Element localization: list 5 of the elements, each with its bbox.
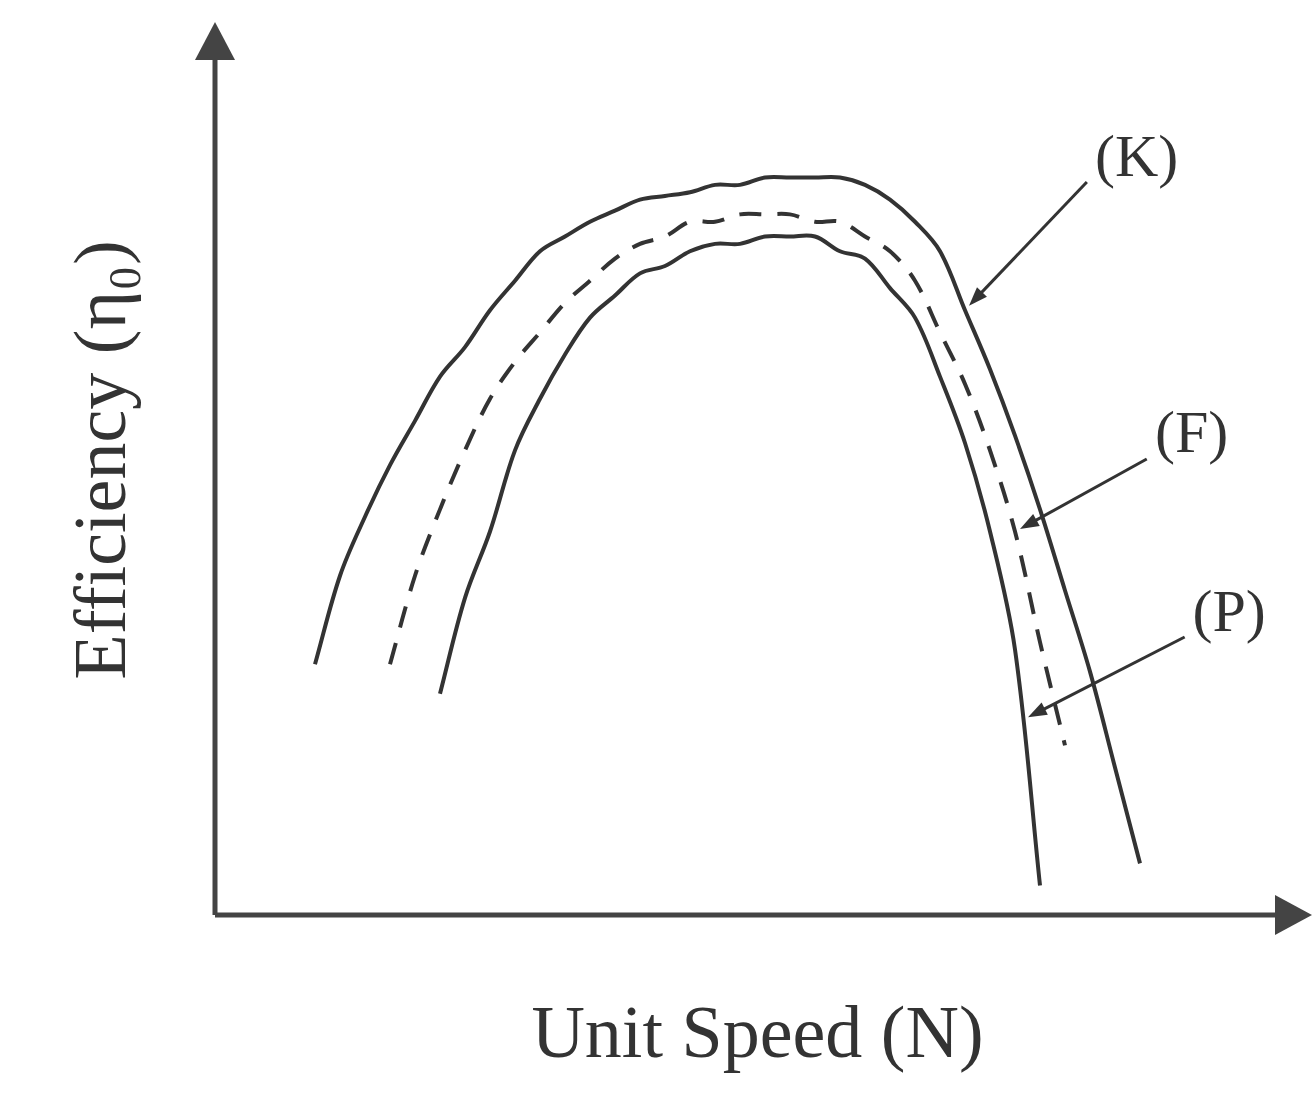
text: (P) xyxy=(1192,578,1266,645)
x-axis-title: Unit Speed (N) xyxy=(530,990,985,1075)
text: (K) xyxy=(1095,123,1179,189)
text: (F) xyxy=(1155,399,1229,466)
y-axis-title: Efficiency (η₀) xyxy=(57,240,142,680)
